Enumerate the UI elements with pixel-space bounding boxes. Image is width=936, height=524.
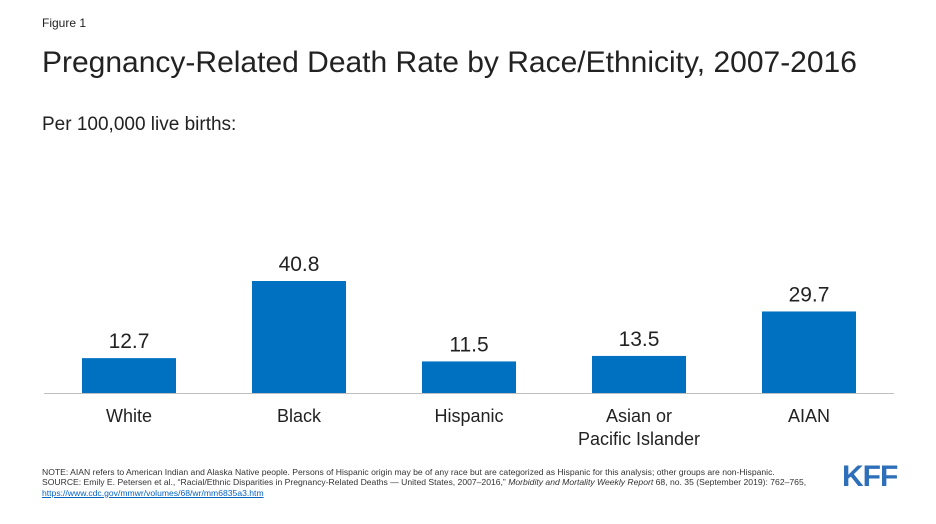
category-label-2: Hispanic [434,406,503,426]
note-text: NOTE: AIAN refers to American Indian and… [42,467,775,477]
bar-1 [252,281,346,393]
value-label-2: 11.5 [449,333,488,356]
bar-4 [762,311,856,393]
value-label-1: 40.8 [279,253,320,276]
chart-title: Pregnancy-Related Death Rate by Race/Eth… [42,46,857,79]
chart-notes: NOTE: AIAN refers to American Indian and… [42,467,832,498]
category-label-1: Black [277,406,322,426]
value-label-4: 29.7 [789,283,830,306]
chart-subtitle: Per 100,000 live births: [42,114,237,135]
category-label-3: Asian or Pacific Islander [578,406,700,449]
source-link[interactable]: https://www.cdc.gov/mmwr/volumes/68/wr/m… [42,487,264,498]
source-prefix: SOURCE: Emily E. Petersen et al., “Racia… [42,477,509,488]
source-journal: Morbidity and Mortality Weekly Report [508,477,654,488]
category-label-0: White [106,406,152,426]
source-text: SOURCE: Emily E. Petersen et al., “Racia… [42,477,832,498]
bar-0 [82,358,176,393]
category-label-4: AIAN [788,406,830,426]
value-label-3: 13.5 [619,328,660,351]
figure-label: Figure 1 [42,16,87,30]
bar-chart: 12.7 White 40.8 Black 11.5 Hispanic 13.5 Asian … [44,253,894,449]
source-suffix: 68, no. 35 (September 2019): 762–765, [653,477,807,488]
value-label-0: 12.7 [109,330,150,353]
bar-2 [422,361,516,393]
bar-3 [592,355,686,393]
kff-logo: KFF [842,460,898,493]
